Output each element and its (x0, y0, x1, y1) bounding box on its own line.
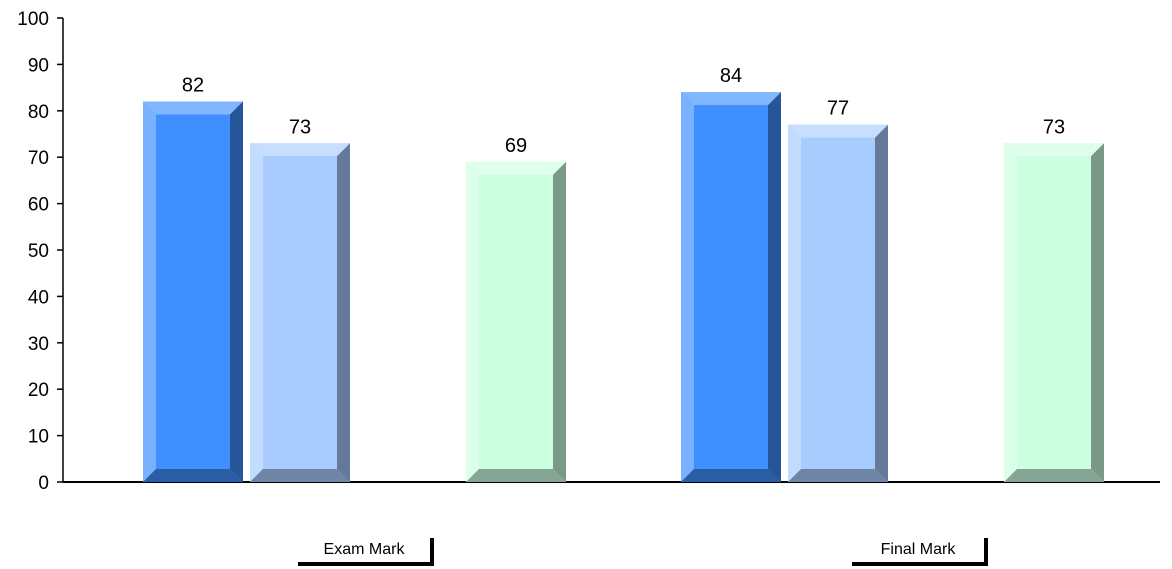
category-label-final-mark: Final Mark (852, 538, 988, 566)
bar (681, 92, 781, 483)
bar-bevel-bottom (466, 469, 566, 482)
category-label-text: Exam Mark (323, 541, 405, 558)
bar (466, 161, 566, 482)
y-tick-label: 90 (28, 55, 49, 76)
category-label-exam-mark: Exam Mark (298, 538, 434, 566)
y-tick-label: 100 (17, 9, 49, 30)
bar-face (801, 137, 875, 469)
bar-bevel-left (681, 92, 694, 483)
bar-face (479, 174, 553, 469)
data-label: 77 (827, 98, 849, 120)
bar-bevel-right (230, 101, 243, 483)
bar-bevel-top (250, 143, 350, 157)
bar-bevel-top (143, 101, 243, 115)
bar-bevel-left (1004, 143, 1017, 482)
data-label: 84 (720, 65, 742, 87)
bar-bevel-left (466, 161, 479, 482)
y-tick-label: 10 (28, 427, 49, 448)
bar-bevel-bottom (1004, 469, 1104, 482)
bar-bevel-left (788, 124, 801, 482)
bar-bevel-top (1004, 143, 1104, 157)
bar-bevel-right (875, 124, 888, 482)
y-tick-label: 40 (28, 287, 49, 308)
bar-face (156, 114, 230, 470)
bar-bevel-top (466, 161, 566, 175)
bar-bevel-right (553, 161, 566, 482)
y-tick-label: 0 (38, 473, 49, 494)
bar-bevel-right (337, 143, 350, 482)
y-tick-label: 50 (28, 241, 49, 262)
bar-face (694, 105, 768, 470)
bar-bevel-right (768, 92, 781, 483)
bar-face (263, 156, 337, 469)
y-tick-label: 70 (28, 148, 49, 169)
bar-bevel-right (1091, 143, 1104, 482)
bar-bevel-bottom (250, 469, 350, 482)
y-tick-label: 20 (28, 380, 49, 401)
bar (788, 124, 888, 482)
y-tick-label: 80 (28, 102, 49, 123)
data-label: 73 (289, 116, 311, 138)
bar-bevel-top (681, 92, 781, 106)
data-label: 82 (182, 75, 204, 97)
bar-bevel-bottom (143, 469, 243, 482)
bar-bevel-left (143, 101, 156, 483)
bar (1004, 143, 1104, 482)
data-label: 69 (505, 135, 527, 157)
y-tick-label: 30 (28, 334, 49, 355)
bar-bevel-top (788, 124, 888, 138)
data-label: 73 (1043, 116, 1065, 138)
bar (143, 101, 243, 483)
bar (250, 143, 350, 482)
bar-bevel-bottom (681, 469, 781, 482)
bar-bevel-bottom (788, 469, 888, 482)
category-label-text: Final Mark (880, 541, 956, 558)
bar-face (1017, 156, 1091, 469)
y-tick-label: 60 (28, 195, 49, 216)
bar-bevel-left (250, 143, 263, 482)
